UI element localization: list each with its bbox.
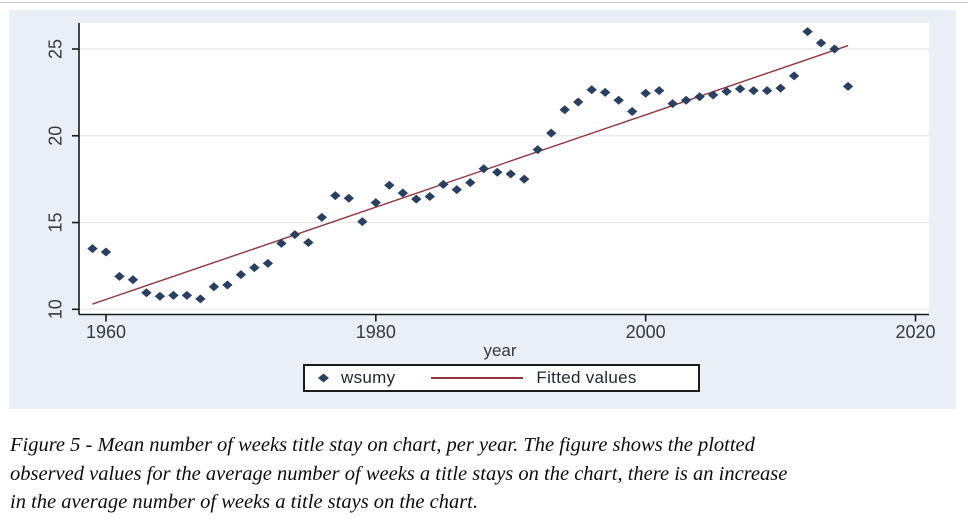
data-point-diamond [141, 288, 152, 298]
data-point-diamond [829, 44, 840, 54]
fitted-values-line [92, 44, 849, 305]
data-point-diamond [181, 290, 193, 300]
data-point-diamond [667, 99, 678, 109]
caption-line-2: observed values for the average number o… [10, 462, 788, 485]
legend-label-wsumy: wsumy [341, 368, 396, 387]
data-point-diamond [316, 212, 328, 222]
data-point-diamond [438, 179, 449, 189]
plot-area [79, 23, 929, 315]
data-point-diamond [397, 188, 409, 198]
data-point-diamond [235, 270, 247, 280]
x-tick-label: 1980 [356, 322, 396, 342]
chart-canvas: 10 15 20 25 1960 1980 2000 2020 year [9, 10, 956, 409]
y-tick-label: 10 [46, 299, 66, 319]
data-point-diamond [100, 247, 112, 257]
data-point-diamond [262, 258, 274, 268]
data-point-diamond [505, 169, 516, 179]
figure-5-chart: 10 15 20 25 1960 1980 2000 2020 year wsumy Fitte… [9, 10, 956, 409]
fitted-values-line-icon [431, 377, 524, 379]
data-point-diamond [249, 263, 260, 273]
y-gridlines [79, 48, 929, 310]
x-axis-title: year [483, 341, 516, 360]
data-point-diamond [343, 193, 355, 203]
x-axis-ticks: 1960 1980 2000 2020 [86, 314, 936, 342]
data-point-diamond [465, 178, 476, 188]
data-point-diamond [640, 88, 651, 98]
data-point-diamond [694, 92, 705, 102]
data-point-diamond [330, 191, 341, 201]
data-point-diamond [478, 164, 489, 174]
data-point-diamond [451, 185, 462, 195]
x-tick-label: 2020 [895, 322, 935, 342]
data-point-diamond [492, 167, 503, 177]
data-point-diamond [626, 106, 638, 116]
data-point-diamond [411, 194, 422, 204]
y-tick-label: 15 [46, 213, 66, 233]
figure-caption: Figure 5 - Mean number of weeks title st… [10, 431, 962, 517]
y-tick-label: 20 [46, 126, 66, 146]
data-point-diamond [289, 230, 301, 240]
data-point-diamond [222, 280, 233, 290]
data-point-diamond [842, 81, 854, 91]
data-point-diamond [734, 84, 746, 94]
data-point-diamond [653, 86, 665, 96]
data-point-diamond [775, 83, 786, 93]
data-point-diamond [802, 27, 813, 37]
data-point-diamond [357, 217, 368, 227]
data-point-diamond [721, 87, 732, 97]
data-point-diamond [519, 174, 530, 184]
data-point-diamond [613, 95, 624, 105]
data-point-diamond [127, 275, 139, 285]
legend-label-fitted-values: Fitted values [536, 368, 637, 387]
data-point-diamond [586, 85, 597, 95]
caption-line-1: Figure 5 - Mean number of weeks title st… [10, 434, 755, 456]
data-point-diamond [87, 244, 98, 254]
data-point-diamond [532, 145, 543, 155]
data-point-diamond [815, 38, 827, 48]
data-point-diamond [707, 90, 719, 100]
y-tick-label: 25 [46, 39, 66, 59]
data-point-diamond [788, 71, 800, 81]
wsumy-scatter-points [87, 27, 854, 304]
data-point-diamond [680, 95, 692, 105]
wsumy-diamond-icon [318, 373, 329, 383]
data-point-diamond [276, 238, 287, 248]
data-point-diamond [195, 294, 206, 304]
data-point-diamond [748, 86, 759, 96]
data-point-diamond [154, 291, 166, 301]
image-top-border [0, 2, 968, 3]
data-point-diamond [559, 105, 570, 115]
data-point-diamond [424, 192, 435, 202]
data-point-diamond [573, 97, 584, 107]
data-point-diamond [114, 271, 125, 281]
data-point-diamond [546, 128, 557, 138]
data-point-diamond [599, 87, 611, 97]
data-point-diamond [761, 86, 773, 96]
data-point-diamond [303, 237, 314, 247]
caption-line-3: in the average number of weeks a title s… [10, 491, 478, 513]
x-tick-label: 1960 [86, 322, 126, 342]
data-point-diamond [168, 290, 179, 300]
data-point-diamond [208, 282, 220, 292]
chart-legend: wsumy Fitted values [303, 364, 700, 392]
data-point-diamond [370, 198, 382, 208]
x-tick-label: 2000 [626, 322, 666, 342]
data-point-diamond [384, 180, 395, 190]
y-axis-ticks: 10 15 20 25 [46, 39, 79, 319]
